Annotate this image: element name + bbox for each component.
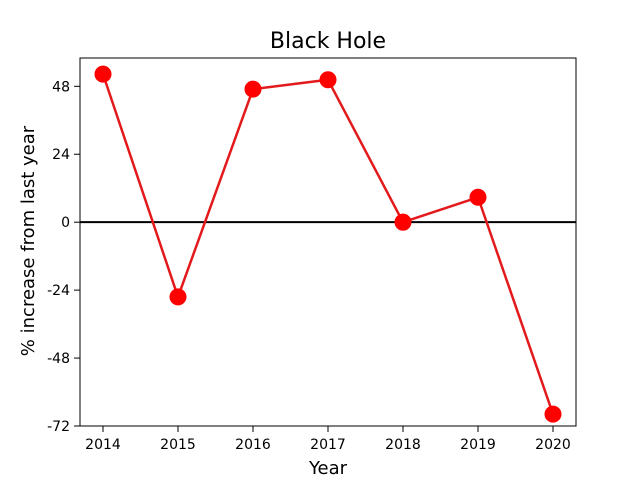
x-tick-label: 2018 (385, 437, 421, 453)
x-tick-label: 2015 (160, 437, 196, 453)
data-point (469, 188, 487, 206)
data-point (394, 213, 412, 231)
data-point (319, 71, 337, 89)
y-axis-label: % increase from last year (18, 125, 39, 356)
y-tick-label: 0 (61, 215, 70, 231)
x-tick-label: 2016 (235, 437, 271, 453)
y-tick-label: -72 (47, 419, 70, 435)
plot-frame (79, 57, 577, 427)
x-tick-label: 2017 (310, 437, 346, 453)
data-point (169, 288, 187, 306)
y-tick-label: 24 (52, 147, 70, 163)
y-tick-label: -24 (47, 283, 70, 299)
y-tick-label: 48 (52, 79, 70, 95)
data-point (94, 65, 112, 83)
x-tick-label: 2014 (85, 437, 121, 453)
series-line-1 (101, 72, 555, 416)
data-point (244, 80, 262, 98)
chart-title: Black Hole (270, 29, 386, 54)
x-axis-label: Year (308, 458, 348, 479)
plot-area: -72 -48 -24 0 24 48 2014 2015 2016 2017 2018 2019 20… (47, 57, 577, 453)
data-point (544, 405, 562, 423)
x-tick-label: 2019 (460, 437, 496, 453)
x-tick-label: 2020 (535, 437, 571, 453)
y-tick-label: -48 (47, 351, 70, 367)
